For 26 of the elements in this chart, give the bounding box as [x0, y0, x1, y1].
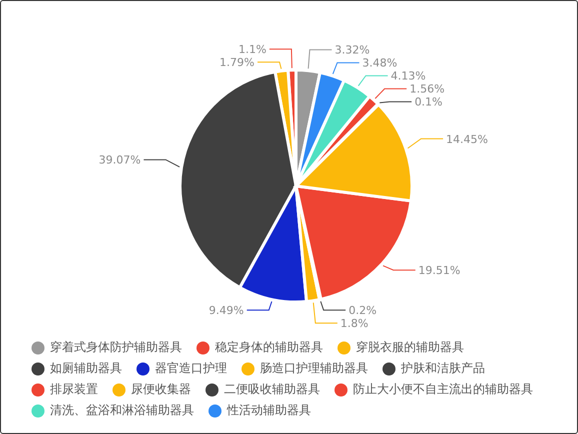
data-label: 9.49%: [208, 304, 244, 318]
legend-label: 清洗、盆浴和淋浴辅助器具: [50, 402, 194, 419]
data-label: 3.48%: [362, 56, 398, 70]
data-label: 4.13%: [390, 70, 426, 83]
data-label: 39.07%: [98, 154, 141, 167]
legend-label: 防止大小便不自主流出的辅助器具: [353, 381, 533, 398]
legend-label: 排尿装置: [50, 381, 98, 398]
legend-label: 稳定身体的辅助器具: [215, 339, 323, 356]
legend-label: 性活动辅助器具: [227, 402, 311, 419]
legend-label: 二便吸收辅助器具: [224, 381, 320, 398]
data-label: 19.51%: [418, 264, 460, 278]
legend-label: 器官造口护理: [155, 360, 227, 377]
data-label: 1.79%: [220, 56, 254, 70]
data-label: 14.45%: [446, 132, 488, 146]
data-label: 1.1%: [238, 43, 266, 56]
data-label: 1.8%: [340, 317, 368, 330]
legend-label: 穿脱衣服的辅助器具: [356, 339, 464, 356]
legend-label: 肠造口护理辅助器具: [260, 360, 368, 377]
legend-label: 护肤和洁肤产品: [401, 360, 485, 377]
data-label: 1.56%: [410, 82, 445, 96]
legend-label: 穿着式身体防护辅助器具: [50, 339, 182, 356]
legend-label: 如厕辅助器具: [50, 360, 122, 377]
data-label: 3.32%: [334, 44, 370, 57]
data-label: 0.1%: [414, 96, 443, 109]
legend-label: 尿便收集器: [131, 381, 191, 398]
data-label: 0.2%: [348, 304, 377, 318]
